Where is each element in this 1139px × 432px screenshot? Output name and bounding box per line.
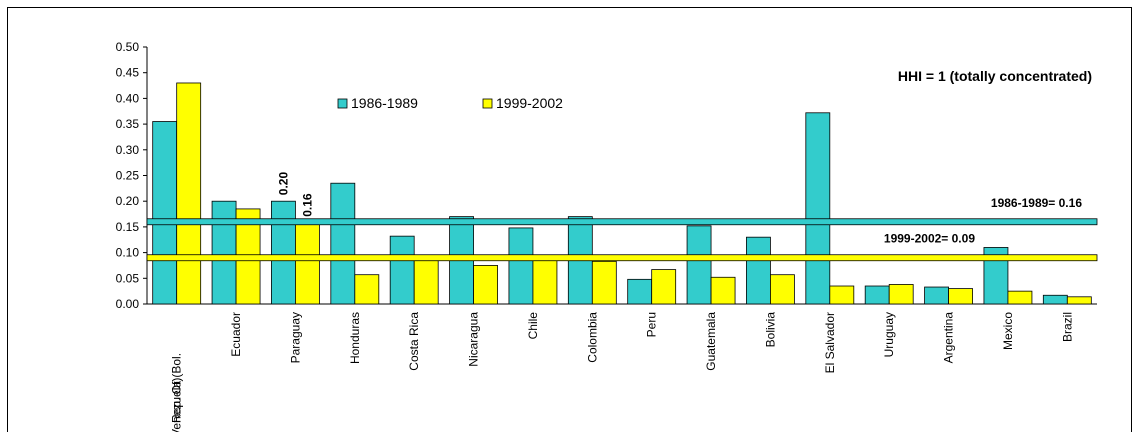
bar: [330, 182, 356, 305]
x-tick-label: Nicaragua: [467, 312, 481, 367]
value-label: 0.16: [300, 193, 314, 217]
value-label: 0.20: [276, 172, 290, 196]
bar: [627, 278, 653, 305]
y-tick-label: 0.05: [116, 271, 140, 285]
bar: [271, 200, 296, 305]
reference-band: [146, 254, 1098, 262]
legend-swatch: [337, 98, 348, 109]
x-tick-label: Ecuador: [229, 312, 243, 357]
x-tick-label: Guatemala: [704, 312, 718, 371]
y-tick-label: 0.30: [116, 143, 140, 157]
x-tick-label: Venezuela (Bol.Rep. Of): [170, 353, 184, 432]
chart-frame: [7, 7, 1132, 432]
bar: [1007, 290, 1033, 305]
bar: [473, 265, 498, 305]
reference-band: [146, 218, 1098, 226]
y-tick-label: 0.00: [116, 297, 140, 311]
bar: [864, 285, 890, 305]
y-tick-label: 0.20: [116, 194, 140, 208]
bar: [532, 255, 558, 305]
annotation: HHI = 1 (totally concentrated): [898, 68, 1092, 84]
bar: [508, 227, 534, 305]
bar: [1042, 294, 1068, 305]
x-tick-label: Mexico: [1001, 312, 1015, 350]
bar: [770, 274, 795, 305]
bar: [152, 121, 178, 305]
x-tick-label: Peru: [645, 312, 659, 337]
bar: [295, 222, 320, 305]
x-tick-label: Costa Rica: [407, 312, 421, 371]
y-tick-label: 0.40: [116, 91, 140, 105]
bar: [829, 285, 855, 305]
bar: [413, 255, 439, 305]
bar: [710, 276, 736, 305]
bar: [924, 286, 949, 305]
reference-label: 1999-2002= 0.09: [884, 232, 975, 246]
x-tick-label: Colombia: [585, 312, 599, 363]
bar: [651, 269, 677, 305]
bar: [888, 284, 914, 305]
x-tick-label: Honduras: [348, 312, 362, 364]
x-tick-label: Uruguay: [882, 312, 896, 357]
bar: [591, 260, 617, 305]
bar: [1066, 296, 1092, 305]
bar: [354, 274, 380, 305]
x-tick-label: Chile: [526, 312, 540, 340]
y-tick-label: 0.10: [116, 246, 140, 260]
y-tick-label: 0.45: [116, 66, 140, 80]
legend-swatch: [482, 98, 493, 109]
bar: [686, 225, 712, 305]
x-tick-label: Brazil: [1060, 312, 1074, 342]
bar: [389, 235, 415, 305]
bar: [746, 236, 771, 305]
x-tick-label: Argentina: [942, 312, 956, 364]
bar: [176, 82, 202, 305]
bar: [805, 112, 831, 305]
legend-label: 1986-1989: [351, 95, 418, 111]
x-tick-label: Bolivia: [763, 312, 777, 348]
legend-label: 1999-2002: [496, 95, 563, 111]
reference-label: 1986-1989= 0.16: [991, 196, 1082, 210]
y-tick-label: 0.50: [116, 40, 140, 54]
y-tick-label: 0.35: [116, 117, 140, 131]
x-tick-label: Paraguay: [288, 312, 302, 363]
bar: [948, 288, 973, 305]
y-tick-label: 0.25: [116, 169, 140, 183]
y-tick-label: 0.15: [116, 220, 140, 234]
bar: [211, 200, 237, 305]
x-tick-label: El Salvador: [823, 312, 837, 373]
